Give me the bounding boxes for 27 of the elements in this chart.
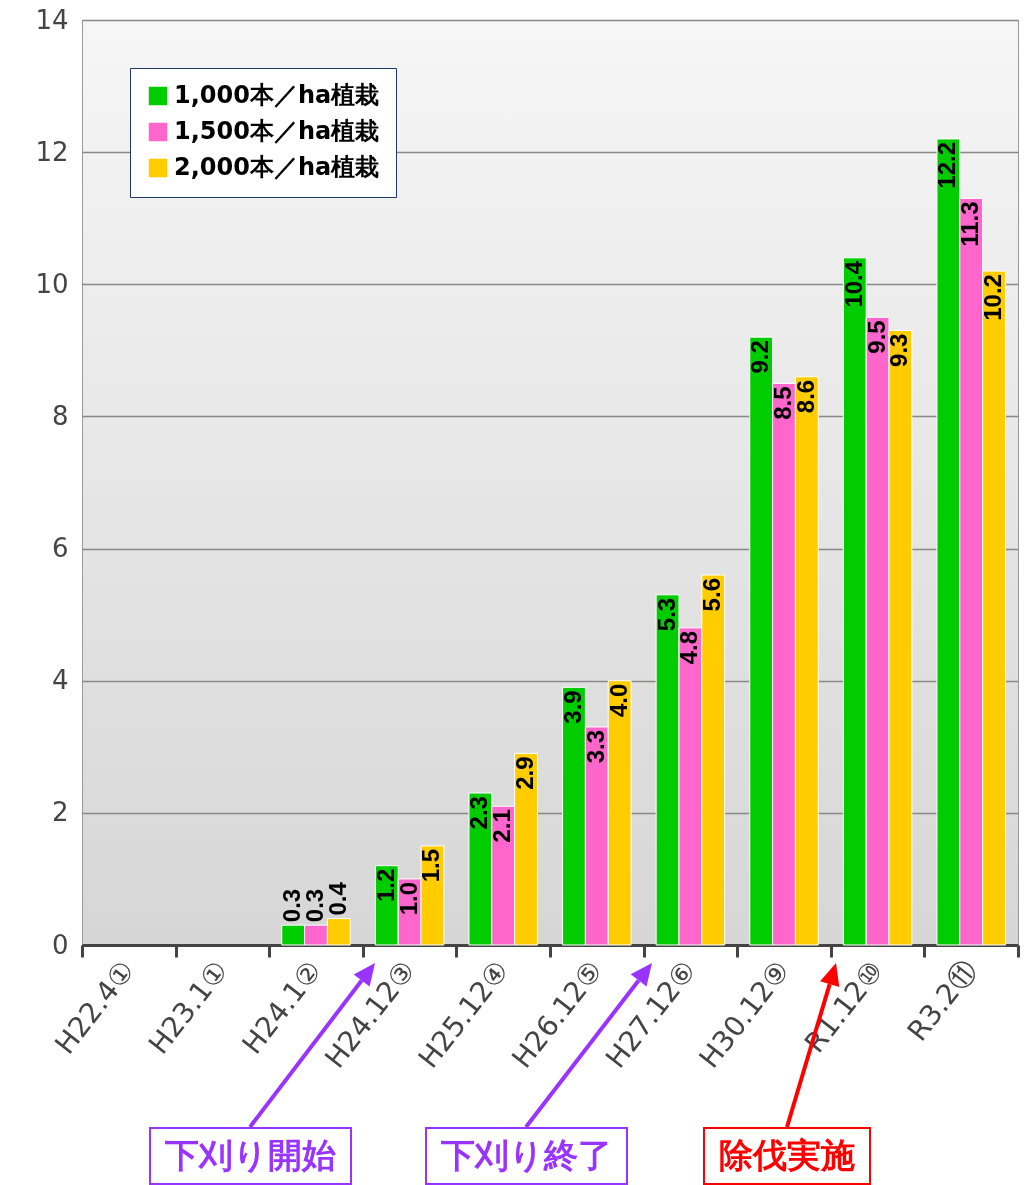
text: 除伐実施 xyxy=(703,1127,871,1185)
y-tick-label: 4 xyxy=(51,665,69,696)
legend-label: 2,000本／ha植栽 xyxy=(174,153,380,181)
y-tick-label: 12 xyxy=(35,136,69,167)
data-label: 5.3 xyxy=(652,597,680,632)
y-tick-label: 6 xyxy=(51,533,69,564)
data-label: 4.8 xyxy=(675,630,703,665)
y-tick-label: 0 xyxy=(51,929,69,960)
text: 下刈り開始 xyxy=(148,1127,352,1185)
legend-label: 1,000本／ha植栽 xyxy=(174,81,380,109)
data-label: 1.5 xyxy=(417,848,445,883)
data-label: 12.2 xyxy=(933,141,961,189)
data-label: 3.9 xyxy=(558,690,586,724)
y-tick-label: 2 xyxy=(51,797,69,828)
y-tick-label: 10 xyxy=(35,268,69,299)
data-label: 10.4 xyxy=(839,260,867,308)
data-label: 10.2 xyxy=(979,274,1007,321)
data-label: 3.3 xyxy=(581,729,609,764)
data-label: 9.2 xyxy=(746,340,774,374)
data-label: 11.3 xyxy=(956,201,984,247)
data-label: 2.9 xyxy=(511,756,539,790)
data-label: 5.6 xyxy=(698,578,726,612)
data-label: 4.0 xyxy=(604,683,632,718)
legend-label: 1,500本／ha植栽 xyxy=(174,117,380,145)
y-tick-label: 8 xyxy=(51,400,69,431)
y-tick-label: 14 xyxy=(35,4,69,35)
text: 下刈り終了 xyxy=(424,1127,628,1185)
